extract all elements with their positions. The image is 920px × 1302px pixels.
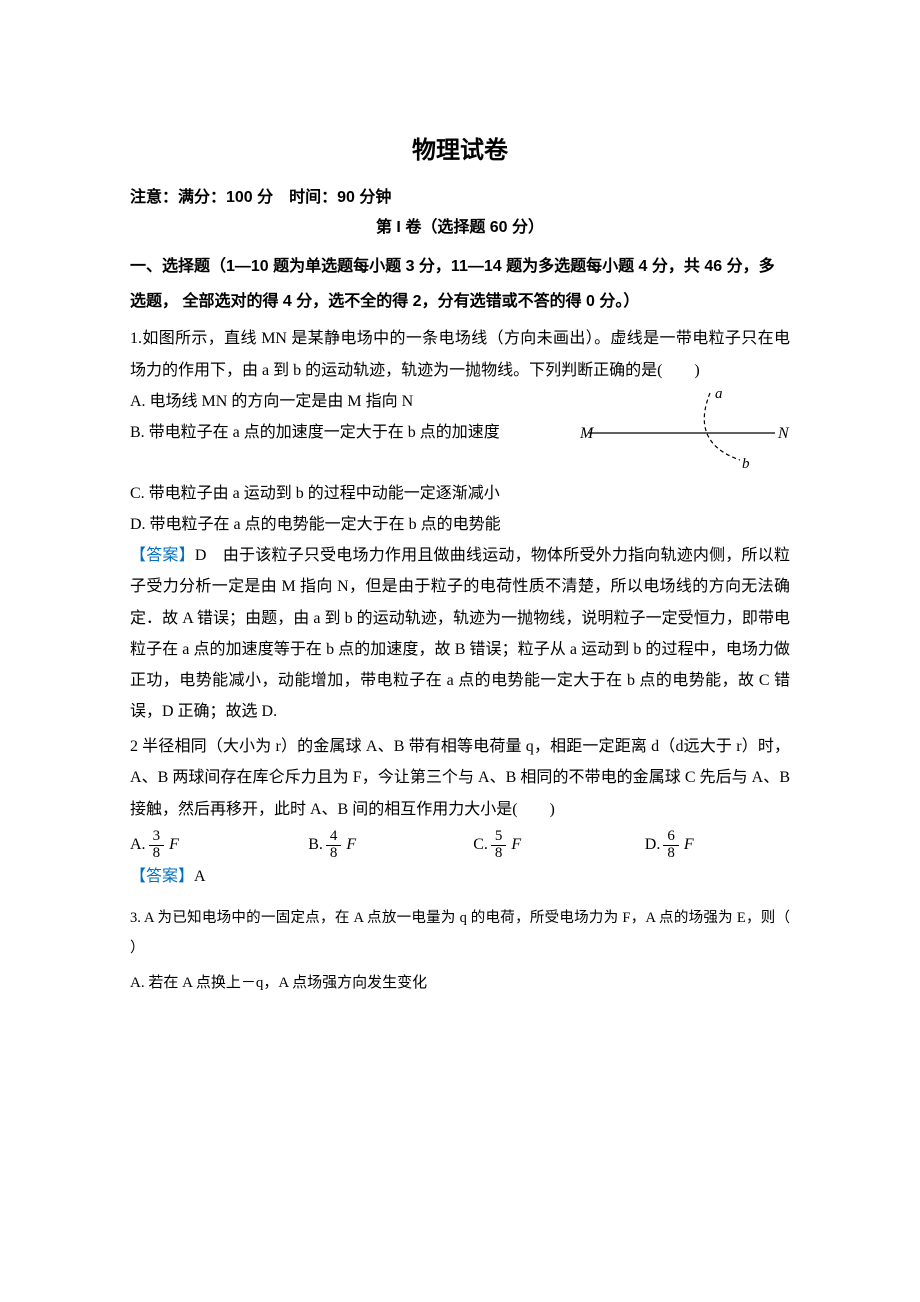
section1-title: 一、选择题（1—10 题为单选题每小题 3 分，11—14 题为多选题每小题 4…: [130, 249, 790, 319]
fraction-icon: 48: [326, 829, 342, 862]
diagram-b-label: b: [742, 456, 750, 472]
fraction-icon: 68: [663, 829, 679, 862]
q2-answer-text: A: [194, 868, 206, 885]
q3-option-a: A. 若在 A 点换上－q，A 点场强方向发生变化: [130, 969, 790, 998]
q1-answer: 【答案】D 由于该粒子只受电场力作用且做曲线运动，物体所受外力指向轨迹内侧，所以…: [130, 540, 790, 727]
q3-stem: 3. A 为已知电场中的一固定点，在 A 点放一电量为 q 的电荷，所受电场力为…: [130, 903, 790, 964]
q1-option-d: D. 带电粒子在 a 点的电势能一定大于在 b 点的电势能: [130, 509, 790, 540]
page-title: 物理试卷: [130, 130, 790, 165]
q2-answer: 【答案】A: [130, 861, 790, 892]
diagram-a-label: a: [715, 388, 723, 402]
q1-option-c: C. 带电粒子由 a 运动到 b 的过程中动能一定逐渐减小: [130, 478, 790, 509]
q1-answer-label: 【答案】: [130, 547, 195, 564]
fraction-icon: 38: [149, 829, 165, 862]
q2-option-a: A. 38 F: [130, 829, 308, 862]
q1-answer-text: D 由于该粒子只受电场力作用且做曲线运动，物体所受外力指向轨迹内侧，所以粒子受力…: [130, 547, 790, 720]
diagram-M-label: M: [580, 425, 595, 442]
diagram-N-label: N: [777, 425, 790, 442]
exam-note: 注意：满分：100 分 时间：90 分钟: [130, 183, 790, 207]
q1-stem: 1.如图所示，直线 MN 是某静电场中的一条电场线（方向未画出）。虚线是一带电粒…: [130, 323, 790, 385]
q2-option-d: D. 68 F: [645, 829, 790, 862]
q2-options: A. 38 F B. 48 F C. 58 F D. 68 F: [130, 829, 790, 862]
q2-option-c: C. 58 F: [473, 829, 645, 862]
question-3: 3. A 为已知电场中的一固定点，在 A 点放一电量为 q 的电荷，所受电场力为…: [130, 903, 790, 999]
q1-diagram: M N a b: [580, 388, 790, 478]
q2-answer-label: 【答案】: [130, 868, 194, 885]
question-1: 1.如图所示，直线 MN 是某静电场中的一条电场线（方向未画出）。虚线是一带电粒…: [130, 323, 790, 727]
section-header: 第 I 卷（选择题 60 分）: [130, 213, 790, 237]
question-2: 2 半径相同（大小为 r）的金属球 A、B 带有相等电荷量 q，相距一定距离 d…: [130, 731, 790, 892]
q2-option-b: B. 48 F: [308, 829, 473, 862]
exam-page: 物理试卷 注意：满分：100 分 时间：90 分钟 第 I 卷（选择题 60 分…: [0, 0, 920, 1302]
fraction-icon: 58: [491, 829, 507, 862]
q2-stem: 2 半径相同（大小为 r）的金属球 A、B 带有相等电荷量 q，相距一定距离 d…: [130, 731, 790, 825]
